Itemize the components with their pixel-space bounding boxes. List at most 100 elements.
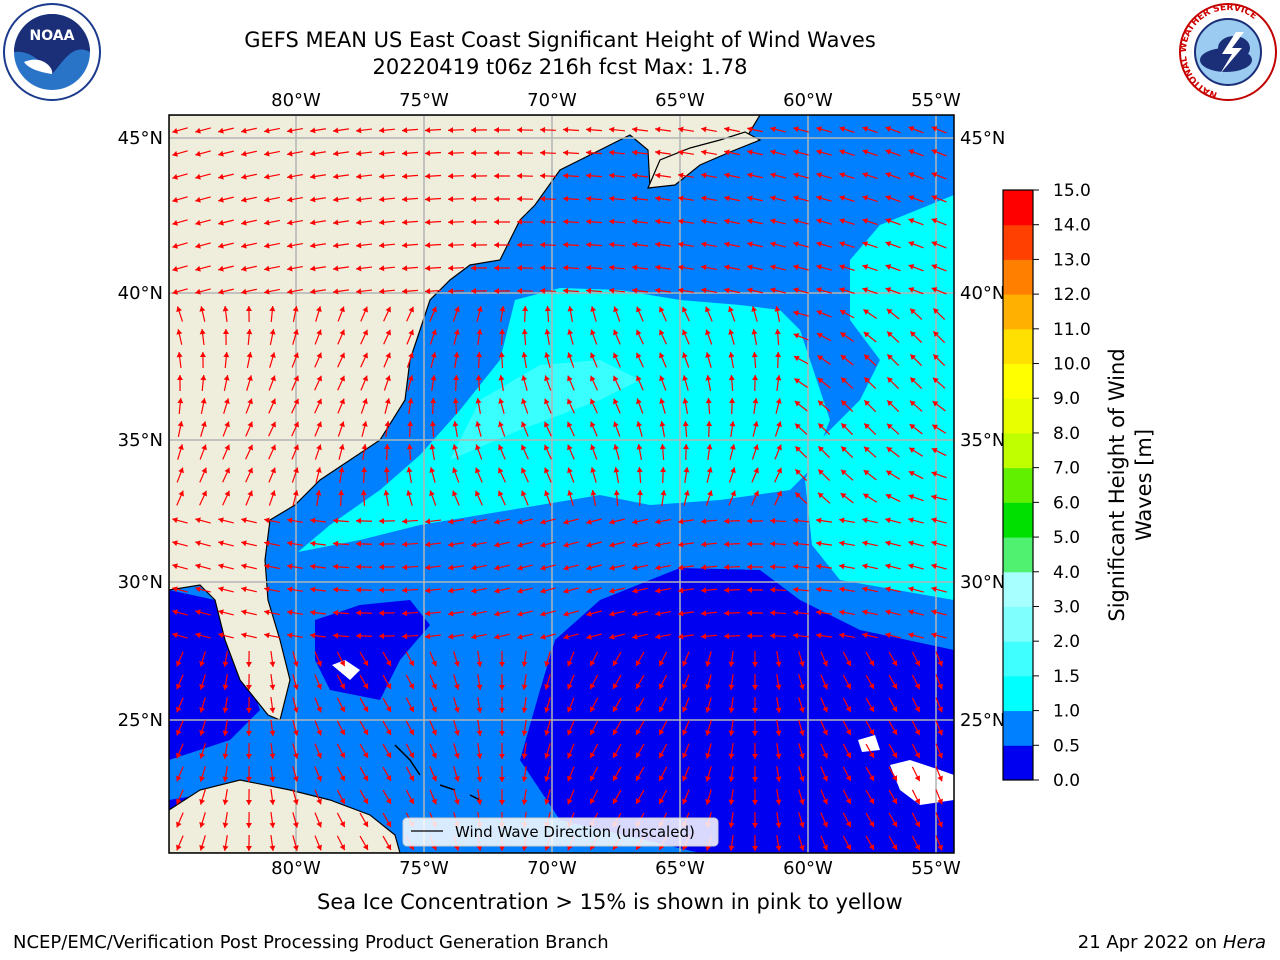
wave-arrow: [383, 329, 391, 345]
wave-arrow: [470, 196, 488, 203]
wave-arrow: [865, 789, 875, 805]
wave-arrow: [632, 587, 648, 594]
wave-arrow: [701, 195, 717, 202]
wave-arrow: [172, 196, 188, 203]
wave-arrow: [287, 540, 303, 547]
wave-arrow: [332, 150, 350, 157]
wave-arrow: [728, 765, 735, 783]
wave-arrow: [218, 219, 234, 226]
wave-arrow: [429, 306, 437, 322]
wave-arrow: [911, 812, 921, 828]
wave-arrow: [264, 632, 280, 639]
wave-arrow: [705, 789, 712, 805]
wave-arrow: [728, 352, 735, 368]
wave-arrow: [911, 674, 921, 690]
colorbar-tick-label: 9.0: [1053, 389, 1080, 409]
lat-label-right: 40°N: [960, 283, 1005, 304]
wave-arrow: [862, 563, 878, 570]
wave-arrow: [332, 517, 350, 524]
wave-arrow: [820, 720, 828, 736]
wave-arrow: [817, 492, 831, 504]
wave-arrow: [223, 375, 230, 391]
wave-arrow: [931, 540, 947, 547]
wave-arrow: [908, 241, 924, 249]
wave-arrow: [817, 469, 831, 481]
wave-arrow: [401, 265, 419, 272]
wave-arrow: [888, 651, 898, 667]
wave-arrow: [631, 218, 649, 225]
wave-arrow: [544, 789, 551, 805]
wave-arrow: [355, 540, 373, 547]
colorbar-tick-label: 1.0: [1053, 702, 1080, 722]
wave-arrow: [292, 789, 299, 805]
wave-arrow: [406, 306, 414, 322]
wave-arrow: [314, 812, 322, 828]
wave-arrow: [909, 353, 923, 367]
wave-arrow: [384, 398, 391, 414]
wave-arrow: [659, 398, 666, 414]
wave-arrow: [935, 835, 943, 851]
wave-arrow: [775, 766, 782, 782]
wave-arrow: [292, 329, 299, 345]
colorbar-swatch: [1003, 328, 1033, 365]
wave-arrow: [631, 149, 649, 156]
wave-arrow: [516, 195, 534, 202]
colorbar-swatch: [1003, 537, 1033, 573]
wave-arrow: [172, 609, 188, 616]
wave-arrow: [287, 173, 303, 180]
wave-arrow: [839, 172, 855, 179]
wave-arrow: [820, 789, 828, 805]
wave-arrow: [291, 398, 299, 414]
wave-arrow: [315, 467, 322, 483]
wave-arrow: [793, 149, 809, 156]
wave-arrow: [613, 375, 621, 391]
wave-arrow: [269, 811, 276, 829]
wave-arrow: [199, 306, 206, 322]
wave-arrow: [424, 288, 442, 295]
wave-arrow: [222, 812, 229, 828]
wave-arrow: [378, 541, 396, 548]
wave-arrow: [378, 518, 396, 525]
wave-arrow: [172, 127, 188, 134]
wave-arrow: [447, 265, 465, 272]
wave-arrow: [195, 265, 211, 272]
wave-arrow: [888, 743, 898, 759]
wave-arrow: [540, 610, 556, 617]
wave-arrow: [176, 329, 183, 345]
wave-arrow: [746, 540, 764, 547]
wave-arrow: [453, 697, 460, 713]
wave-arrow: [309, 517, 327, 524]
wave-arrow: [632, 633, 648, 640]
wave-arrow: [241, 609, 257, 616]
wave-arrow: [728, 490, 736, 506]
wave-arrow: [269, 329, 276, 345]
wave-arrow: [815, 540, 833, 547]
wave-arrow: [839, 149, 855, 156]
wave-arrow: [567, 467, 575, 483]
wave-arrow: [264, 609, 280, 616]
wave-arrow: [677, 587, 695, 594]
wave-arrow: [310, 150, 326, 157]
wave-arrow: [567, 674, 575, 690]
wave-arrow: [476, 306, 483, 322]
wave-arrow: [199, 328, 206, 346]
wave-arrow: [195, 127, 211, 134]
map-axis-labels: 80°W 80°W 75°W 75°W 70°W 70°W 65°W 65°W 60°W 60°W…: [118, 90, 1006, 879]
wave-arrow: [499, 765, 506, 783]
wave-arrow: [218, 196, 234, 203]
wave-arrow: [521, 352, 528, 368]
wave-arrow: [678, 287, 694, 294]
wave-arrow: [337, 375, 345, 391]
wave-arrow: [521, 467, 529, 483]
wave-arrow: [705, 375, 712, 391]
wave-arrow: [798, 789, 805, 805]
wave-arrow: [264, 517, 280, 524]
wave-arrow: [705, 743, 712, 759]
colorbar-swatch: [1003, 224, 1033, 260]
wave-arrow: [292, 743, 299, 759]
wave-arrow: [682, 352, 690, 368]
wave-arrow: [544, 490, 552, 506]
wave-arrow: [310, 265, 326, 272]
wave-arrow: [842, 651, 852, 667]
wave-arrow: [747, 241, 763, 248]
